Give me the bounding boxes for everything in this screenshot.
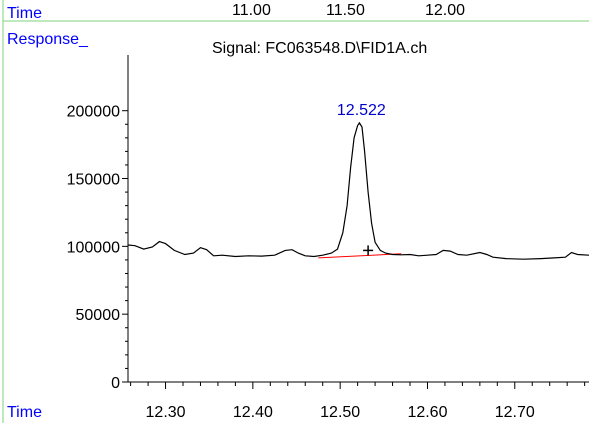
x-tick-label: 12.70 <box>495 404 535 421</box>
integration-baseline <box>318 253 402 259</box>
y-tick-label: 0 <box>111 375 120 392</box>
y-tick-label: 100000 <box>67 239 120 256</box>
y-tick-label: 150000 <box>67 172 120 189</box>
y-tick-label: 200000 <box>67 104 120 121</box>
response-axis-label: Response_ <box>7 31 89 48</box>
header-time-tick: 11.00 <box>232 2 271 19</box>
y-tick-label: 50000 <box>76 307 121 324</box>
header-time-label: Time <box>7 5 42 22</box>
peak-retention-time-label: 12.522 <box>337 102 386 119</box>
x-tick-label: 12.50 <box>320 404 360 421</box>
signal-title: Signal: FC063548.D\FID1A.ch <box>212 40 427 57</box>
x-tick-label: 12.60 <box>407 404 447 421</box>
header-time-tick: 11.50 <box>326 2 365 19</box>
peak-center-marker <box>363 245 374 256</box>
footer-time-label: Time <box>7 404 42 421</box>
x-tick-label: 12.40 <box>233 404 273 421</box>
x-tick-label: 12.30 <box>146 404 186 421</box>
signal-trace <box>127 121 589 260</box>
header-time-tick: 12.00 <box>425 2 465 19</box>
